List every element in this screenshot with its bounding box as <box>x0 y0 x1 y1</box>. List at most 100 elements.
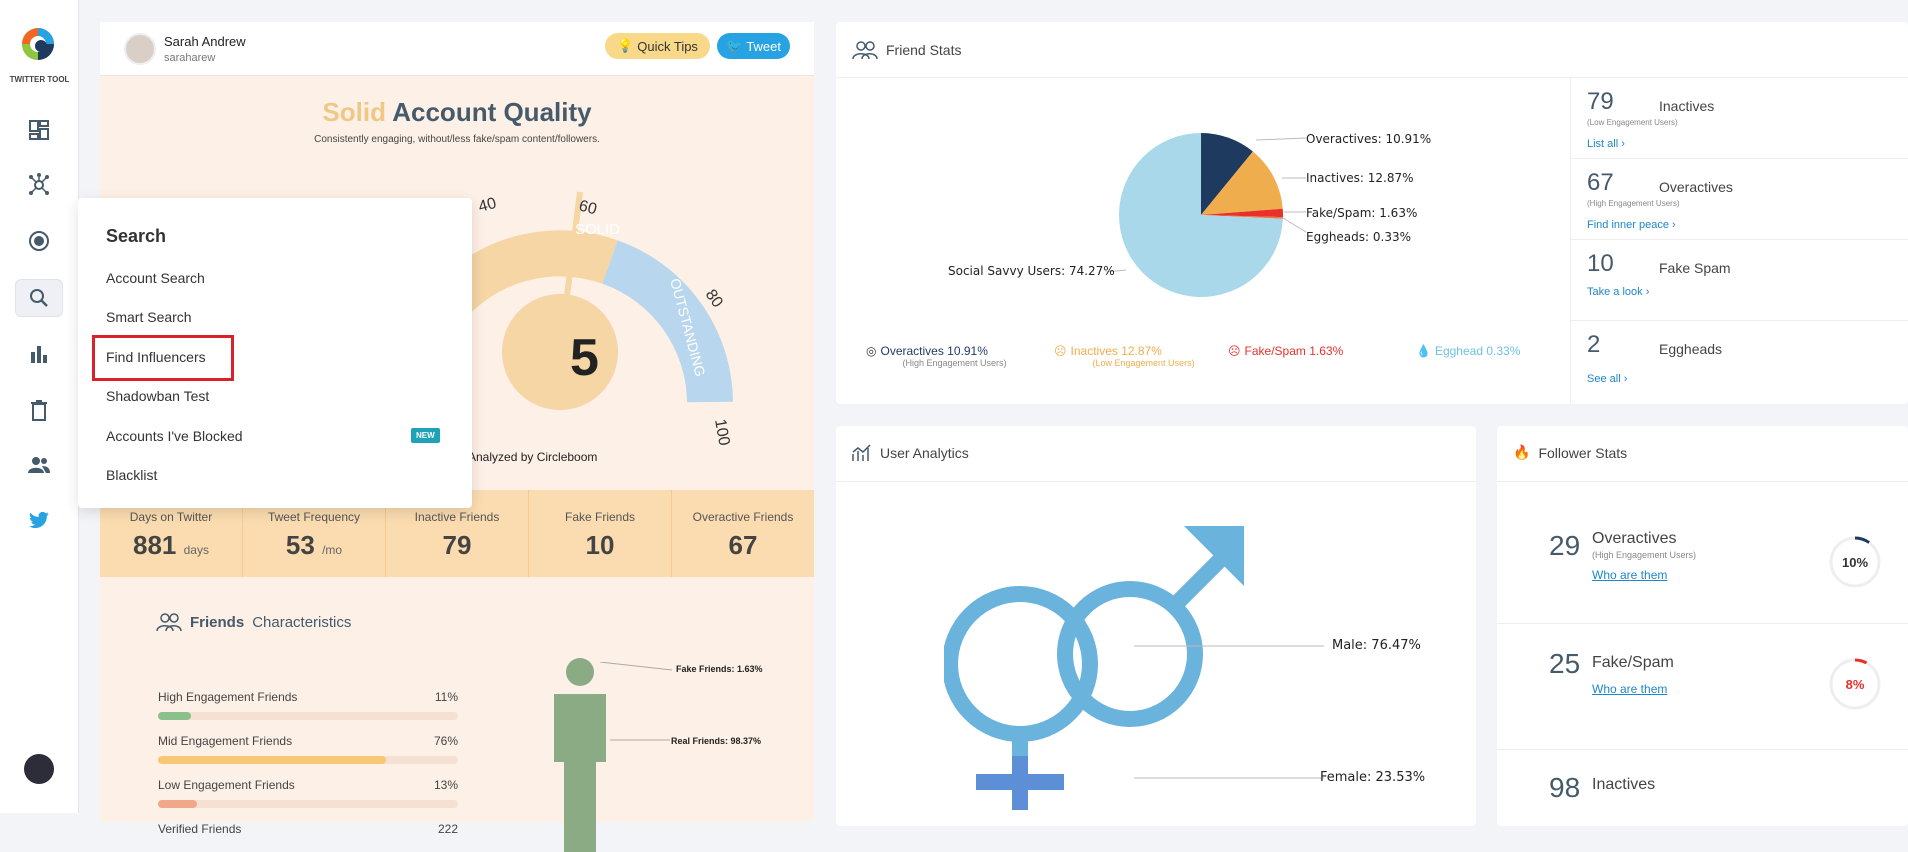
gauge-tick-100: 100 <box>711 418 732 447</box>
profile-name: Sarah Andrew <box>164 34 246 49</box>
menu-find-influencers[interactable]: Find Influencers <box>106 349 206 365</box>
highlight-box <box>92 335 234 381</box>
stat-label: Tweet Frequency <box>267 510 361 524</box>
follower-stats-title: 🔥 Follower Stats <box>1513 444 1627 461</box>
pie-label-inactives: Inactives: 12.87% <box>1306 171 1414 185</box>
analyzed-by: Analyzed by Circleboom <box>468 450 598 464</box>
stat-number: 79 <box>442 530 472 560</box>
legend-overactives-label: Overactives 10.91% <box>880 344 988 358</box>
ring-progress <box>1854 658 1868 665</box>
quality-title: Solid Account Quality <box>100 97 814 128</box>
stat-label: Fake Friends <box>564 510 636 524</box>
bar-value: 13% <box>433 778 458 792</box>
summary-eggheads-title: Eggheads <box>1659 341 1723 357</box>
stat-label: Inactive Friends <box>414 510 500 524</box>
person-leader-lines <box>600 662 673 741</box>
menu-blacklist[interactable]: Blacklist <box>106 467 158 483</box>
friend-stats-title: Friend Stats <box>852 40 961 60</box>
stat-number: 67 <box>728 530 758 560</box>
search-icon[interactable] <box>15 279 63 317</box>
trash-icon[interactable] <box>24 395 54 425</box>
twitter-icon[interactable] <box>24 506 54 536</box>
bar-value: 76% <box>433 734 458 748</box>
quality-subtitle: Consistently engaging, without/less fake… <box>314 134 600 145</box>
follower-overactives-sub: (High Engagement Users) <box>1592 550 1697 560</box>
bar-fill <box>158 756 386 764</box>
flame-icon: 🔥 <box>1513 444 1531 460</box>
bar-track <box>158 756 458 764</box>
engagement-bar-row: Verified Friends 222 <box>158 822 458 836</box>
quick-tips-button[interactable]: 💡 Quick Tips <box>605 33 710 59</box>
pie-leader-lines <box>1105 137 1307 273</box>
who-are-them-link-1[interactable]: Who are them <box>1592 568 1668 582</box>
menu-smart-search[interactable]: Smart Search <box>106 309 192 325</box>
follower-inactives-title: Inactives <box>1592 776 1656 793</box>
bar-label: Verified Friends <box>158 822 242 836</box>
friends-characteristics-title: Friends Characteristics <box>156 612 351 632</box>
legend-inactives-icon: ☹ <box>1054 344 1067 358</box>
engagement-bar-row: Low Engagement Friends 13% <box>158 778 458 808</box>
summary-overactives-title: Overactives <box>1659 179 1733 195</box>
bar-label: Low Engagement Friends <box>158 778 295 792</box>
profile-handle: saraharew <box>164 52 216 64</box>
stat-value: 881 days <box>100 530 242 561</box>
legend-overactives: ◎ Overactives 10.91% (High Engagement User… <box>866 344 1007 368</box>
dashboard-icon[interactable] <box>24 115 54 145</box>
pie-label-fake: Fake/Spam: 1.63% <box>1306 206 1418 220</box>
brand-text: TWITTER TOOL <box>9 75 70 84</box>
menu-accounts-blocked[interactable]: Accounts I've Blocked <box>106 428 243 444</box>
bar-chart-icon[interactable] <box>24 339 54 369</box>
friend-stats-title-text: Friend Stats <box>886 42 962 58</box>
follower-row-fake: 25 Fake/Spam Who are them 8% <box>1497 624 1908 750</box>
bar-value: 11% <box>434 690 458 704</box>
menu-account-search[interactable]: Account Search <box>106 270 205 286</box>
pie-slice-fake-spam[interactable] <box>1201 208 1283 218</box>
tweet-button[interactable]: 🐦 Tweet <box>717 33 790 59</box>
user-analytics-header: User Analytics <box>836 426 1476 482</box>
ring-progress <box>1854 536 1870 544</box>
menu-shadowban-test[interactable]: Shadowban Test <box>106 388 210 404</box>
network-icon[interactable] <box>24 170 54 200</box>
follower-stats-title-text: Follower Stats <box>1538 444 1628 461</box>
take-a-look-link[interactable]: Take a look › <box>1587 286 1650 298</box>
fc-title-bold: Friends <box>190 613 245 631</box>
user-analytics-card: User Analytics Male: 76.47% Female: 23.5… <box>836 426 1476 826</box>
follower-overactives-number: 29 <box>1549 530 1581 561</box>
pie-slice-inactives[interactable] <box>1201 151 1283 215</box>
target-icon[interactable] <box>24 226 54 256</box>
summary-fake-title: Fake Spam <box>1659 260 1731 276</box>
legend-fake-icon: ☹ <box>1228 344 1241 358</box>
friends-icon <box>156 613 182 632</box>
stat-value: 53 /mo <box>243 530 385 561</box>
overactives-ring: 10% <box>1829 536 1881 588</box>
real-friends-label: Real Friends: 98.37% <box>671 736 762 746</box>
user-analytics-title: User Analytics <box>852 444 969 462</box>
gender-chart <box>944 526 1324 810</box>
follower-stats-header: 🔥 Follower Stats <box>1497 426 1908 482</box>
pie-slice-eggheads[interactable] <box>1201 215 1283 219</box>
user-avatar-small[interactable] <box>24 754 54 784</box>
stat-2: Inactive Friends 79 <box>386 490 529 577</box>
fc-title-rest: Characteristics <box>252 613 352 631</box>
bar-track <box>158 712 458 720</box>
sidebar: TWITTER TOOL <box>0 0 79 813</box>
summary-fake-number: 10 <box>1587 250 1614 277</box>
lightbulb-icon: 💡 <box>617 38 634 53</box>
friends-icon <box>852 41 878 60</box>
find-inner-peace-link[interactable]: Find inner peace › <box>1587 219 1676 231</box>
legend-inactives-sub: (Low Engagement Users) <box>1092 358 1195 368</box>
pie-slice-overactives[interactable] <box>1201 133 1253 215</box>
who-are-them-link-2[interactable]: Who are them <box>1592 682 1668 696</box>
fake-friends-label: Fake Friends: 1.63% <box>676 664 763 674</box>
see-all-link[interactable]: See all › <box>1587 373 1628 385</box>
list-all-link[interactable]: List all › <box>1587 138 1625 150</box>
stat-0: Days on Twitter 881 days <box>100 490 243 577</box>
avatar[interactable] <box>124 33 156 65</box>
friend-stats-header: Friend Stats <box>836 22 1908 78</box>
follower-inactives-number: 98 <box>1549 772 1581 803</box>
summary-inactives: 79 Inactives (Low Engagement Users) List al… <box>1571 78 1908 159</box>
pie-slice-social-savvy-users[interactable] <box>1119 133 1283 297</box>
analytics-icon <box>852 444 871 461</box>
brand-logo[interactable] <box>18 22 58 66</box>
users-icon[interactable] <box>24 450 54 480</box>
